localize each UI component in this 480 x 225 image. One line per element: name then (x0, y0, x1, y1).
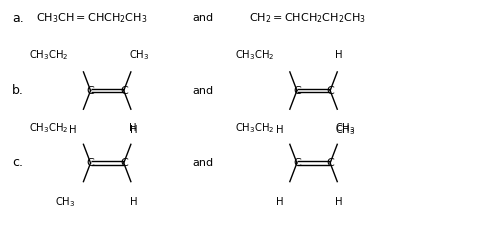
Text: C: C (120, 158, 128, 168)
Text: C: C (293, 86, 301, 96)
Text: b.: b. (12, 84, 24, 97)
Text: CH$_3$: CH$_3$ (129, 49, 149, 62)
Text: H: H (335, 50, 342, 61)
Text: C: C (87, 158, 95, 168)
Text: and: and (192, 86, 214, 96)
Text: CH$_3$CH$_2$: CH$_3$CH$_2$ (29, 49, 69, 62)
Text: H: H (276, 125, 283, 135)
Text: H: H (335, 198, 342, 207)
Text: C: C (120, 86, 128, 96)
Text: CH$_3$CH$_2$: CH$_3$CH$_2$ (29, 121, 69, 135)
Text: CH$_3$CH$_2$: CH$_3$CH$_2$ (235, 49, 275, 62)
Text: a.: a. (12, 12, 24, 25)
Text: CH$_2$$=$CHCH$_2$CH$_2$CH$_3$: CH$_2$$=$CHCH$_2$CH$_2$CH$_3$ (250, 11, 366, 25)
Text: CH$_3$: CH$_3$ (335, 123, 355, 137)
Text: H: H (129, 123, 136, 133)
Text: CH$_3$: CH$_3$ (335, 121, 355, 135)
Text: and: and (192, 13, 214, 23)
Text: c.: c. (12, 156, 23, 169)
Text: H: H (69, 125, 77, 135)
Text: and: and (192, 158, 214, 168)
Text: C: C (326, 86, 334, 96)
Text: H: H (130, 125, 137, 135)
Text: CH$_3$CH$=$CHCH$_2$CH$_3$: CH$_3$CH$=$CHCH$_2$CH$_3$ (36, 11, 147, 25)
Text: CH$_3$: CH$_3$ (55, 196, 75, 209)
Text: H: H (130, 198, 137, 207)
Text: C: C (326, 158, 334, 168)
Text: H: H (276, 198, 283, 207)
Text: CH$_3$CH$_2$: CH$_3$CH$_2$ (235, 121, 275, 135)
Text: C: C (87, 86, 95, 96)
Text: C: C (293, 158, 301, 168)
